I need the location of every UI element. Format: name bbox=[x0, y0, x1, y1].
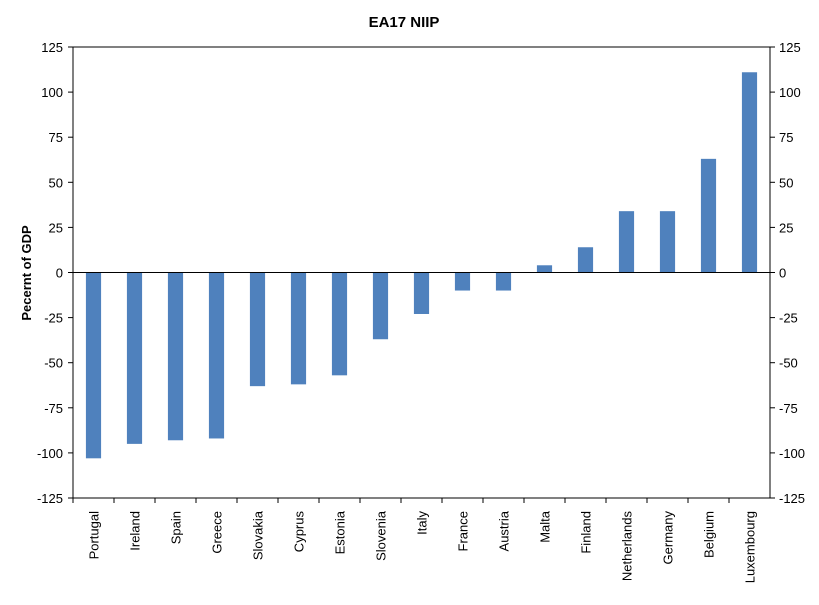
bar-cyprus bbox=[290, 272, 307, 385]
category-label: Netherlands bbox=[620, 511, 635, 582]
right-tick-label: -75 bbox=[779, 401, 798, 416]
bar-slovakia bbox=[249, 272, 266, 387]
category-label: Germany bbox=[661, 511, 676, 565]
bar-malta bbox=[536, 265, 553, 273]
category-label: Spain bbox=[169, 511, 184, 544]
bar-france bbox=[454, 272, 471, 291]
chart-title: EA17 NIIP bbox=[369, 14, 440, 31]
bar-ireland bbox=[126, 272, 143, 444]
category-label: Italy bbox=[415, 511, 430, 535]
right-tick-label: 25 bbox=[779, 220, 793, 235]
category-label: Luxembourg bbox=[743, 511, 758, 583]
left-tick-label: -100 bbox=[37, 446, 63, 461]
bar-netherlands bbox=[618, 211, 635, 273]
category-label: Austria bbox=[497, 510, 512, 551]
right-y-ticks: 125 100 75 50 25 0 -25 -50 -75 -100 -125 bbox=[770, 40, 805, 506]
left-tick-label: -25 bbox=[44, 311, 63, 326]
category-label: Slovenia bbox=[374, 510, 389, 561]
left-tick-label: -50 bbox=[44, 356, 63, 371]
bar-germany bbox=[659, 211, 676, 273]
bar-luxembourg bbox=[741, 72, 758, 273]
left-tick-label: 0 bbox=[56, 266, 63, 281]
bar-portugal bbox=[85, 272, 102, 459]
y-axis-label: Pecernt of GDP bbox=[19, 225, 34, 321]
bar-belgium bbox=[700, 158, 717, 273]
left-y-ticks: 125 100 75 50 25 0 -25 -50 -75 -100 -125 bbox=[37, 40, 73, 506]
right-tick-label: 100 bbox=[779, 85, 801, 100]
bar-spain bbox=[167, 272, 184, 441]
left-tick-label: -75 bbox=[44, 401, 63, 416]
category-label: Cyprus bbox=[292, 511, 307, 553]
left-tick-label: -125 bbox=[37, 491, 63, 506]
right-tick-label: 50 bbox=[779, 175, 793, 190]
bars bbox=[85, 72, 758, 459]
right-tick-label: -125 bbox=[779, 491, 805, 506]
category-label: Finland bbox=[579, 511, 594, 554]
right-tick-label: 0 bbox=[779, 266, 786, 281]
category-label: Ireland bbox=[128, 511, 143, 551]
bar-estonia bbox=[331, 272, 348, 376]
bar-slovenia bbox=[372, 272, 389, 340]
bar-italy bbox=[413, 272, 430, 314]
right-tick-label: -100 bbox=[779, 446, 805, 461]
category-label: France bbox=[456, 511, 471, 551]
left-tick-label: 125 bbox=[41, 40, 63, 55]
category-label: Malta bbox=[538, 510, 553, 543]
left-tick-label: 25 bbox=[49, 220, 63, 235]
bar-finland bbox=[577, 247, 594, 273]
category-label: Belgium bbox=[702, 511, 717, 558]
category-label: Slovakia bbox=[251, 510, 266, 560]
left-tick-label: 50 bbox=[49, 175, 63, 190]
left-tick-label: 75 bbox=[49, 130, 63, 145]
left-tick-label: 100 bbox=[41, 85, 63, 100]
category-labels: Portugal Ireland Spain Greece Slovakia Cyprus… bbox=[72, 498, 758, 583]
bar-greece bbox=[208, 272, 225, 439]
category-label: Greece bbox=[210, 511, 225, 554]
category-label: Estonia bbox=[333, 510, 348, 554]
bar-austria bbox=[495, 272, 512, 291]
category-label: Portugal bbox=[87, 511, 102, 560]
right-tick-label: -50 bbox=[779, 356, 798, 371]
right-tick-label: 75 bbox=[779, 130, 793, 145]
right-tick-label: -25 bbox=[779, 311, 798, 326]
right-tick-label: 125 bbox=[779, 40, 801, 55]
